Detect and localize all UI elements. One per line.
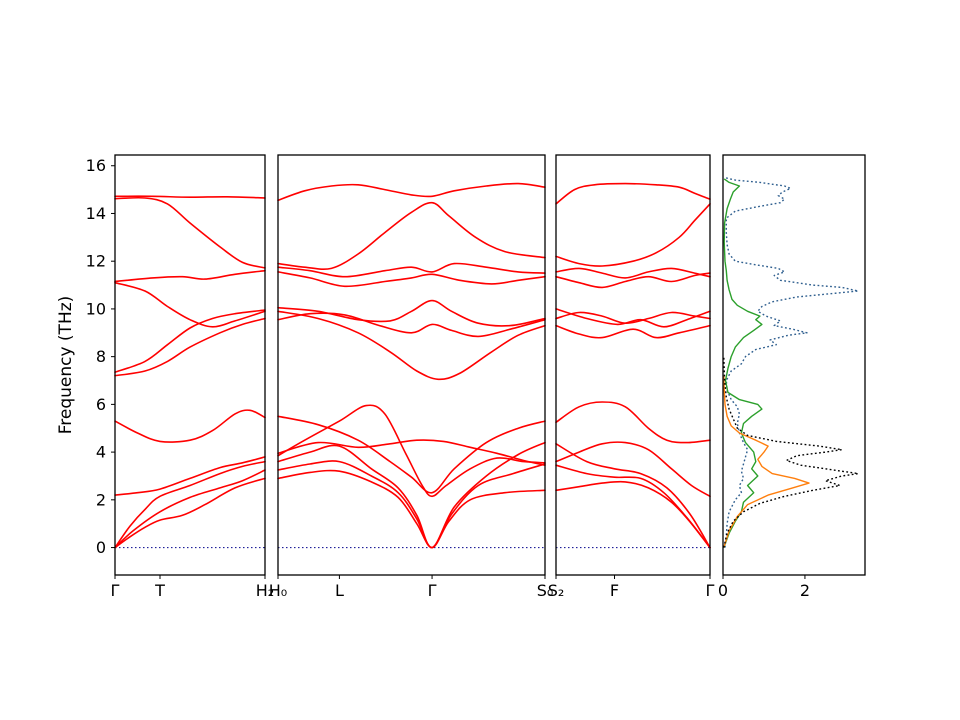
y-tick-label: 6 xyxy=(96,395,106,414)
phonon-band-curve xyxy=(277,404,546,498)
y-tick-label: 12 xyxy=(86,252,106,271)
phonon-band-curve xyxy=(555,443,711,549)
phonon-band-curve xyxy=(555,464,711,549)
dos-partial-green-curve xyxy=(723,178,763,548)
phonon-band-curve xyxy=(277,439,546,466)
panel-border xyxy=(277,154,546,576)
phonon-band-curve xyxy=(555,401,711,444)
phonon-band-curve xyxy=(555,272,711,289)
band-panel-3: S₂ F Γ xyxy=(548,154,715,600)
phonon-band-curve xyxy=(555,182,711,205)
panel-border xyxy=(114,154,266,576)
x-tick-label: S₀ xyxy=(537,581,554,600)
x-tick-label: T xyxy=(154,581,165,600)
band-panel-2: H₀ L Γ S₀ xyxy=(269,154,554,600)
panel-border xyxy=(722,154,866,576)
y-tick-label: 2 xyxy=(96,490,106,509)
x-tick-label: 0 xyxy=(718,581,728,600)
y-tick-label: 4 xyxy=(96,443,106,462)
phonon-band-curve xyxy=(277,460,546,549)
dos-partial-orange-curve xyxy=(723,375,810,548)
dos-total-curve xyxy=(724,177,859,548)
phonon-band-curve xyxy=(555,311,711,325)
phonon-band-curve xyxy=(114,460,266,549)
y-tick-label: 10 xyxy=(86,299,106,318)
phonon-band-curve xyxy=(114,309,266,373)
band-panel-1: Γ T H₂ 0 2 4 6 8 10 12 14 16 xyxy=(86,154,274,600)
phonon-band-curve xyxy=(277,182,546,202)
y-tick-label: 8 xyxy=(96,347,106,366)
x-tick-label: S₂ xyxy=(548,581,565,600)
phonon-band-curve xyxy=(555,324,711,339)
x-tick-label: Γ xyxy=(111,581,120,600)
x-tick-label: F xyxy=(610,581,619,600)
phonon-band-curve xyxy=(114,269,266,283)
phonon-band-curve xyxy=(277,310,546,381)
phonon-band-curve xyxy=(555,441,711,498)
phonon-band-curve xyxy=(277,469,546,549)
dos-partial-black-curve xyxy=(723,356,859,548)
phonon-band-curve xyxy=(114,409,266,443)
phonon-band-curve xyxy=(114,477,266,549)
y-tick-label: 0 xyxy=(96,538,106,557)
phonon-band-curve xyxy=(277,312,546,338)
phonon-band-curve xyxy=(114,196,266,269)
phonon-band-curve xyxy=(114,469,266,549)
phonon-band-curve xyxy=(114,317,266,377)
x-tick-label: Γ xyxy=(428,581,437,600)
phonon-band-curve xyxy=(277,415,546,494)
phonon-band-curve xyxy=(277,441,546,549)
phonon-band-curve xyxy=(114,281,266,328)
x-tick-label: 2 xyxy=(800,581,810,600)
x-tick-label: H₂ xyxy=(256,581,274,600)
phonon-band-curve xyxy=(114,195,266,199)
phonon-band-curve xyxy=(555,308,711,328)
phonon-band-curve xyxy=(277,262,546,278)
panel-border xyxy=(555,154,711,576)
y-tick-label: 14 xyxy=(86,204,106,223)
phonon-band-curve xyxy=(555,267,711,279)
phonon-band-curve xyxy=(114,456,266,496)
y-tick-label: 16 xyxy=(86,156,106,175)
phonon-band-curve xyxy=(277,201,546,271)
phonon-band-curve xyxy=(277,299,546,327)
x-tick-label: L xyxy=(335,581,344,600)
phonon-band-curve xyxy=(277,271,546,288)
phonon-band-curve xyxy=(555,480,711,549)
x-tick-label: H₀ xyxy=(269,581,287,600)
x-tick-label: Γ xyxy=(706,581,715,600)
phonon-band-curve xyxy=(555,203,711,267)
